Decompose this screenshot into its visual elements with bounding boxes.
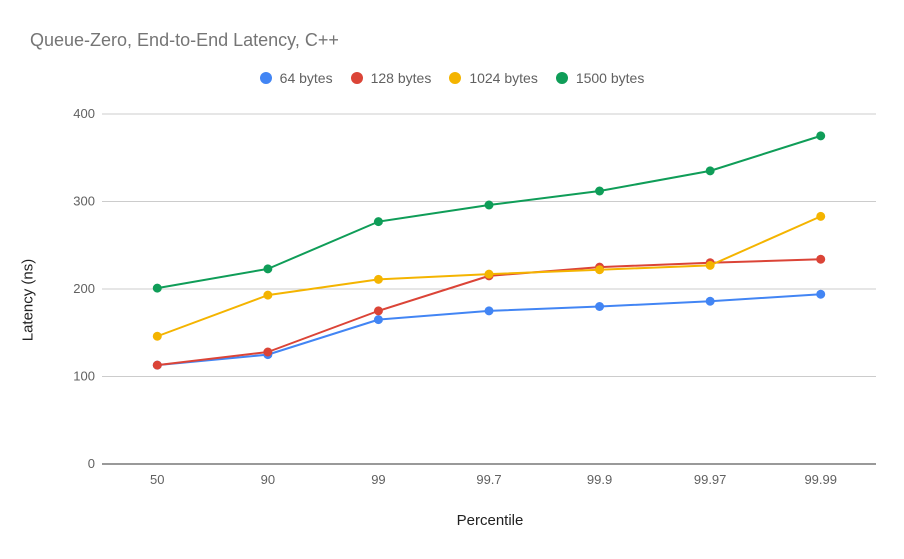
data-point-2-2 xyxy=(373,274,383,284)
data-point-2-5 xyxy=(705,260,715,270)
legend-item-2: 1024 bytes xyxy=(449,70,538,86)
x-tick-label-90: 90 xyxy=(261,472,275,487)
legend-item-3: 1500 bytes xyxy=(555,70,645,86)
x-tick-label-99.9: 99.9 xyxy=(587,472,612,487)
y-tick-label-200: 200 xyxy=(73,281,95,296)
chart-title: Queue-Zero, End-to-End Latency, C++ xyxy=(30,30,339,50)
data-point-0-2 xyxy=(373,315,383,325)
data-point-0-6 xyxy=(816,289,826,299)
y-tick-label-100: 100 xyxy=(73,369,95,384)
data-point-3-1 xyxy=(263,264,273,274)
data-point-0-5 xyxy=(705,296,715,306)
x-tick-label-99.99: 99.99 xyxy=(804,472,837,487)
data-point-0-3 xyxy=(484,306,494,316)
data-point-3-2 xyxy=(373,217,383,227)
data-point-1-0 xyxy=(152,360,162,370)
x-tick-label-99: 99 xyxy=(371,472,385,487)
data-point-2-3 xyxy=(484,269,494,279)
data-point-2-0 xyxy=(152,331,162,341)
x-tick-label-99.7: 99.7 xyxy=(476,472,501,487)
data-point-1-2 xyxy=(373,306,383,316)
x-axis-label: Percentile xyxy=(456,512,524,529)
legend: 64 bytes 128 bytes 1024 bytes 1500 bytes xyxy=(0,70,904,86)
data-point-1-6 xyxy=(816,254,826,264)
legend-marker-icon xyxy=(555,72,568,84)
legend-label: 1500 bytes xyxy=(575,70,645,86)
legend-item-0: 64 bytes xyxy=(259,70,333,86)
legend-marker-icon xyxy=(259,72,272,84)
data-point-2-1 xyxy=(263,290,273,300)
y-axis-label: Latency (ns) xyxy=(19,258,37,342)
data-point-2-6 xyxy=(816,211,826,221)
y-tick-label-300: 300 xyxy=(73,194,95,209)
data-point-3-4 xyxy=(595,186,605,196)
series-line-3 xyxy=(157,134,822,290)
legend-item-1: 128 bytes xyxy=(350,70,432,86)
data-point-3-5 xyxy=(705,166,715,176)
y-tick-label-0: 0 xyxy=(88,456,95,471)
x-tick-label-50: 50 xyxy=(150,472,164,487)
data-point-3-6 xyxy=(816,131,826,141)
legend-label: 64 bytes xyxy=(279,70,333,86)
data-point-3-3 xyxy=(484,200,494,210)
series-line-0 xyxy=(157,293,821,367)
data-point-2-4 xyxy=(595,265,605,275)
data-point-0-4 xyxy=(595,302,605,311)
data-point-1-1 xyxy=(263,347,273,357)
x-tick-label-99.97: 99.97 xyxy=(694,472,727,487)
legend-label: 1024 bytes xyxy=(469,70,538,86)
data-point-3-0 xyxy=(152,283,162,293)
legend-label: 128 bytes xyxy=(370,70,432,86)
y-tick-label-400: 400 xyxy=(73,106,95,121)
legend-marker-icon xyxy=(350,72,363,84)
legend-marker-icon xyxy=(449,72,462,84)
